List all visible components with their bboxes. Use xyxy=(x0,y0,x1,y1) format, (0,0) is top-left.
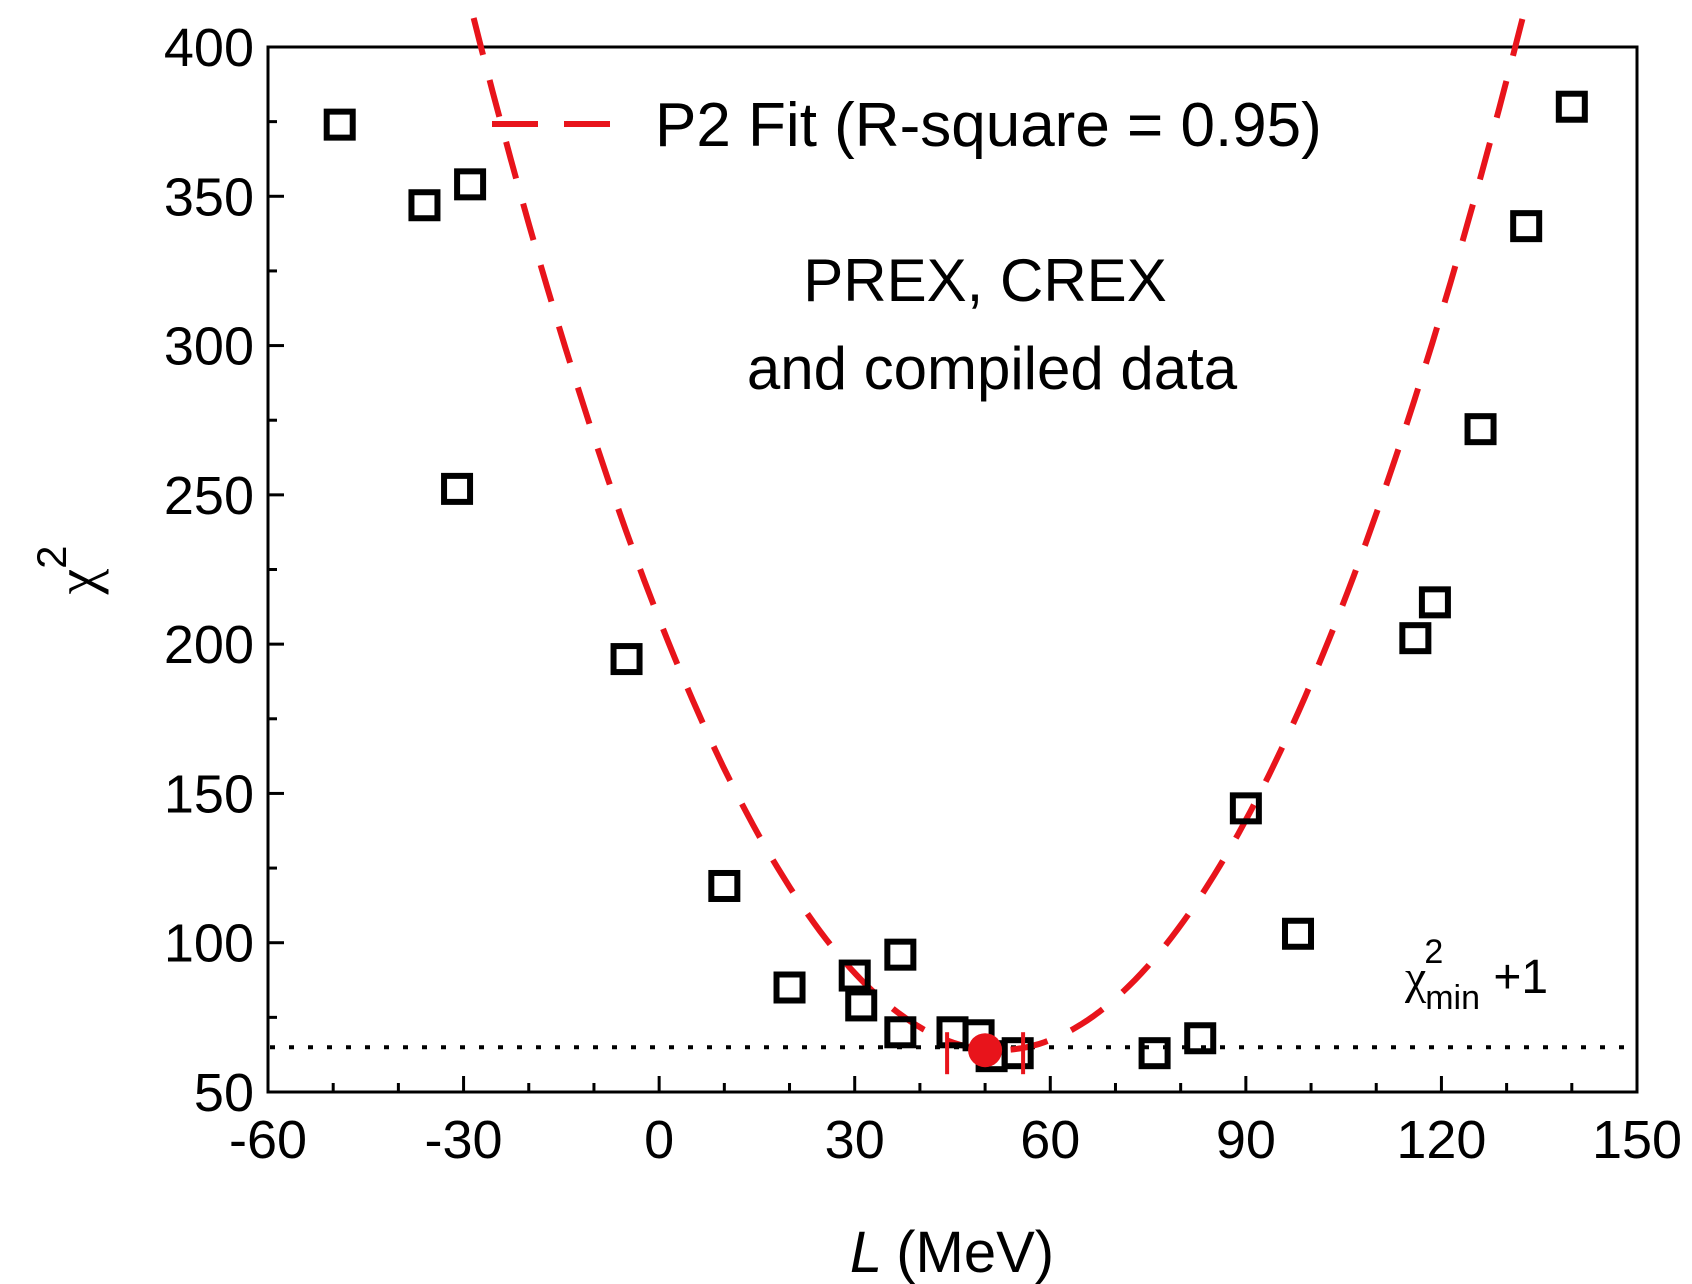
y-tick-label: 350 xyxy=(164,167,254,227)
y-tick-label: 150 xyxy=(164,764,254,824)
data-point xyxy=(1138,1037,1171,1070)
x-tick-label: 30 xyxy=(825,1110,885,1170)
x-tick-label: 0 xyxy=(644,1110,674,1170)
minimum-point xyxy=(968,1033,1003,1068)
y-tick-label: 300 xyxy=(164,317,254,377)
data-point xyxy=(838,959,871,992)
legend-label: P2 Fit (R-square = 0.95) xyxy=(655,91,1322,160)
data-point xyxy=(1282,917,1315,950)
x-tick-label: 150 xyxy=(1592,1110,1682,1170)
threshold-chi: χ xyxy=(1404,951,1427,1004)
threshold-label: χ2 min +1 xyxy=(1404,933,1548,1017)
data-point xyxy=(884,938,917,971)
y-axis-title: χ2 xyxy=(28,545,109,595)
data-point xyxy=(454,168,487,201)
axis-ticks xyxy=(266,45,1639,1094)
data-point xyxy=(884,1016,917,1049)
y-axis-chi: χ xyxy=(44,569,109,596)
data-point xyxy=(1464,413,1497,446)
data-points xyxy=(323,90,1588,1073)
data-point xyxy=(1418,586,1451,619)
data-point xyxy=(1229,792,1262,825)
y-tick-labels: 50 100 150 200 250 300 350 400 xyxy=(164,18,254,1123)
y-tick-label: 400 xyxy=(164,18,254,78)
x-tick-label: -60 xyxy=(229,1110,307,1170)
data-point xyxy=(708,869,741,902)
x-axis-title: L (MeV) xyxy=(850,1220,1054,1284)
data-point xyxy=(1001,1037,1034,1070)
dataset-label-line2: and compiled data xyxy=(747,335,1238,402)
data-point xyxy=(408,189,441,222)
threshold-sub: min xyxy=(1425,979,1480,1017)
y-tick-label: 100 xyxy=(164,914,254,974)
threshold-sup: 2 xyxy=(1424,933,1443,971)
x-tick-label: 120 xyxy=(1396,1110,1486,1170)
data-point xyxy=(773,971,806,1004)
y-tick-label: 200 xyxy=(164,615,254,675)
y-axis-sup: 2 xyxy=(28,545,75,568)
threshold-suffix: +1 xyxy=(1480,951,1548,1004)
y-tick-label: 250 xyxy=(164,466,254,526)
data-point xyxy=(845,989,878,1022)
x-axis-unit: (MeV) xyxy=(896,1220,1054,1284)
data-point xyxy=(610,643,643,676)
dataset-label-line1: PREX, CREX xyxy=(803,247,1166,314)
y-tick-label: 50 xyxy=(194,1063,254,1123)
x-tick-label: 90 xyxy=(1216,1110,1276,1170)
data-point xyxy=(441,472,474,505)
x-axis-symbol: L xyxy=(850,1220,882,1284)
x-tick-labels: -60 -30 0 30 60 90 120 150 xyxy=(229,1110,1682,1170)
x-tick-label: -30 xyxy=(425,1110,503,1170)
data-point xyxy=(323,108,356,141)
data-point xyxy=(1184,1022,1217,1055)
minimum-marker xyxy=(945,1032,1026,1075)
data-point xyxy=(1510,210,1543,243)
data-point xyxy=(1399,622,1432,655)
data-point xyxy=(1555,90,1588,123)
x-tick-label: 60 xyxy=(1020,1110,1080,1170)
